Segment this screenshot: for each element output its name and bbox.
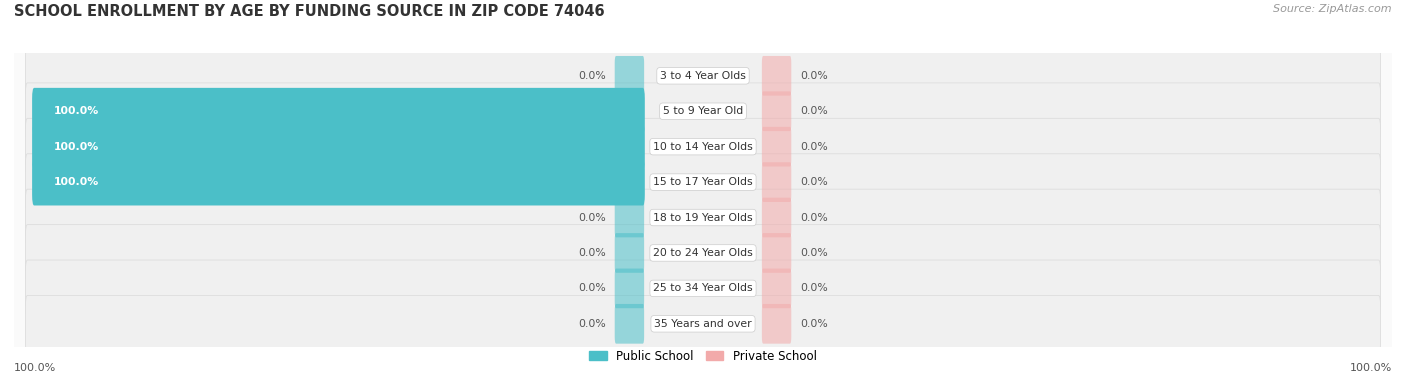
Text: Source: ZipAtlas.com: Source: ZipAtlas.com: [1274, 4, 1392, 14]
Text: 100.0%: 100.0%: [55, 177, 100, 187]
Text: 100.0%: 100.0%: [14, 363, 56, 373]
Text: 0.0%: 0.0%: [578, 248, 606, 258]
Text: 0.0%: 0.0%: [578, 213, 606, 222]
FancyBboxPatch shape: [32, 159, 645, 205]
FancyBboxPatch shape: [25, 260, 1381, 317]
Text: SCHOOL ENROLLMENT BY AGE BY FUNDING SOURCE IN ZIP CODE 74046: SCHOOL ENROLLMENT BY AGE BY FUNDING SOUR…: [14, 4, 605, 19]
FancyBboxPatch shape: [614, 304, 644, 344]
Text: 0.0%: 0.0%: [800, 319, 828, 329]
FancyBboxPatch shape: [32, 88, 645, 135]
FancyBboxPatch shape: [25, 83, 1381, 139]
FancyBboxPatch shape: [25, 48, 1381, 104]
FancyBboxPatch shape: [762, 162, 792, 202]
FancyBboxPatch shape: [32, 123, 645, 170]
Text: 0.0%: 0.0%: [800, 106, 828, 116]
Text: 0.0%: 0.0%: [578, 284, 606, 293]
Text: 0.0%: 0.0%: [800, 248, 828, 258]
FancyBboxPatch shape: [25, 154, 1381, 210]
FancyBboxPatch shape: [762, 268, 792, 308]
FancyBboxPatch shape: [25, 118, 1381, 175]
FancyBboxPatch shape: [762, 56, 792, 96]
Text: 100.0%: 100.0%: [55, 142, 100, 152]
Text: 0.0%: 0.0%: [800, 142, 828, 152]
Text: 5 to 9 Year Old: 5 to 9 Year Old: [662, 106, 744, 116]
FancyBboxPatch shape: [762, 233, 792, 273]
FancyBboxPatch shape: [762, 91, 792, 131]
FancyBboxPatch shape: [614, 198, 644, 238]
FancyBboxPatch shape: [614, 56, 644, 96]
Text: 100.0%: 100.0%: [1350, 363, 1392, 373]
FancyBboxPatch shape: [25, 189, 1381, 246]
Text: 25 to 34 Year Olds: 25 to 34 Year Olds: [654, 284, 752, 293]
Text: 0.0%: 0.0%: [800, 284, 828, 293]
Text: 18 to 19 Year Olds: 18 to 19 Year Olds: [654, 213, 752, 222]
Text: 0.0%: 0.0%: [800, 213, 828, 222]
FancyBboxPatch shape: [614, 268, 644, 308]
Text: 3 to 4 Year Olds: 3 to 4 Year Olds: [659, 71, 747, 81]
Text: 10 to 14 Year Olds: 10 to 14 Year Olds: [654, 142, 752, 152]
Text: 15 to 17 Year Olds: 15 to 17 Year Olds: [654, 177, 752, 187]
FancyBboxPatch shape: [25, 296, 1381, 352]
FancyBboxPatch shape: [25, 225, 1381, 281]
FancyBboxPatch shape: [762, 198, 792, 238]
Text: 0.0%: 0.0%: [578, 319, 606, 329]
FancyBboxPatch shape: [614, 233, 644, 273]
Text: 0.0%: 0.0%: [578, 71, 606, 81]
Text: 20 to 24 Year Olds: 20 to 24 Year Olds: [654, 248, 752, 258]
Text: 0.0%: 0.0%: [800, 71, 828, 81]
Text: 100.0%: 100.0%: [55, 106, 100, 116]
Text: 35 Years and over: 35 Years and over: [654, 319, 752, 329]
FancyBboxPatch shape: [762, 127, 792, 167]
Legend: Public School, Private School: Public School, Private School: [585, 345, 821, 367]
Text: 0.0%: 0.0%: [800, 177, 828, 187]
FancyBboxPatch shape: [762, 304, 792, 344]
